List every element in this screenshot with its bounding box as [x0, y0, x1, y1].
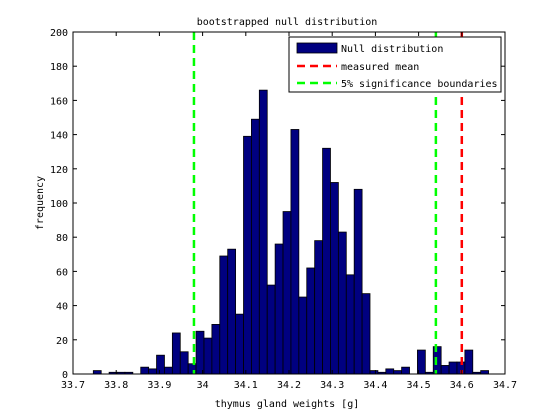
histogram-bar: [464, 349, 474, 375]
histogram-bar: [92, 370, 102, 375]
histogram-bar: [401, 366, 410, 375]
histogram-bar: [164, 366, 173, 375]
x-tick-label: 34.3: [320, 380, 344, 391]
x-tick-label: 33.8: [104, 380, 128, 391]
histogram-bar: [290, 129, 300, 375]
histogram-bar: [440, 365, 450, 375]
legend-swatch-null-distribution: [296, 42, 338, 54]
x-tick-label: 34.5: [407, 380, 431, 391]
histogram-bar: [393, 370, 403, 375]
legend-label-significance-boundaries: 5% significance boundaries: [341, 79, 498, 90]
x-tick-label: 34.2: [277, 380, 301, 391]
legend-label-measured-mean: measured mean: [341, 62, 419, 73]
legend: Null distribution measured mean 5% signifi…: [288, 36, 502, 93]
histogram-bar: [306, 267, 316, 375]
histogram-bar: [171, 332, 181, 375]
histogram-bar: [322, 147, 331, 375]
x-tick-label: 33.9: [147, 380, 171, 391]
histogram-bar: [330, 182, 339, 375]
x-tick-label: 34.4: [363, 380, 387, 391]
x-axis-label: thymus gland weights [g]: [215, 399, 360, 410]
histogram-bar: [353, 188, 363, 375]
chart-title: bootstrapped null distribution: [197, 17, 378, 28]
histogram-bar: [140, 366, 150, 375]
histogram-bar: [369, 370, 379, 375]
y-tick-label: 80: [56, 233, 68, 244]
histogram-bar: [298, 296, 308, 375]
y-tick-label: 120: [50, 165, 68, 176]
histogram-bar: [314, 240, 323, 375]
histogram-bar: [243, 135, 252, 375]
y-tick-label: 180: [50, 62, 68, 73]
histogram-bar: [258, 89, 268, 375]
histogram-bar: [219, 255, 229, 375]
histogram-bar: [282, 211, 292, 375]
y-tick-label: 140: [50, 131, 68, 142]
histogram-bar: [432, 346, 442, 375]
y-tick-label: 60: [56, 267, 68, 278]
x-tick-label: 34: [197, 380, 209, 391]
histogram-bar: [480, 370, 489, 375]
histogram-bar: [337, 231, 347, 375]
x-tick-label: 34.7: [493, 380, 517, 391]
legend-label-null-distribution: Null distribution: [341, 44, 443, 55]
histogram-bar: [251, 118, 260, 375]
histogram-bar: [203, 337, 213, 375]
histogram-bar: [361, 293, 371, 375]
histogram-bar: [179, 351, 189, 375]
histogram-bar: [266, 284, 276, 375]
histogram-bar: [448, 361, 458, 375]
y-axis-label: frequency: [35, 176, 46, 230]
histogram-bar: [274, 243, 284, 375]
histogram-bar: [148, 368, 157, 375]
plot-area: 33.7 33.8 33.9 34 34.1 34.2 34.3 34.4 34.5 34.6 34…: [50, 28, 517, 391]
x-tick-label: 34.1: [234, 380, 258, 391]
y-tick-label: 160: [50, 96, 68, 107]
histogram-bar: [385, 368, 395, 375]
histogram-bar: [195, 330, 205, 375]
histogram-bar: [235, 313, 244, 375]
y-tick-label: 0: [62, 370, 68, 381]
histogram-bar: [211, 324, 221, 375]
histogram-bar: [227, 248, 237, 375]
y-tick-label: 20: [56, 336, 68, 347]
y-tick-label: 100: [50, 199, 68, 210]
x-tick-label: 33.7: [61, 380, 85, 391]
histogram-bar: [345, 274, 355, 375]
x-tick-label: 34.6: [450, 380, 474, 391]
histogram-bar: [156, 354, 165, 375]
y-tick-label: 40: [56, 302, 68, 313]
y-tick-label: 200: [50, 28, 68, 39]
